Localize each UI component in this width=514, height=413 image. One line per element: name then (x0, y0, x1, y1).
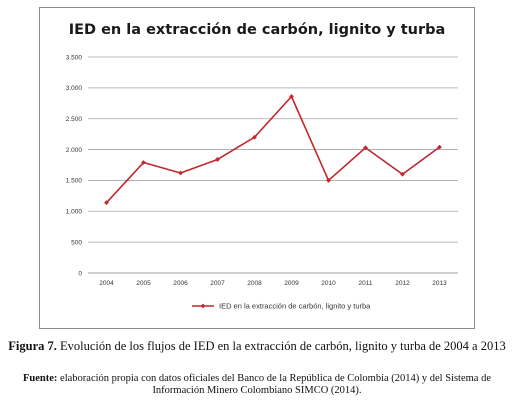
data-point (252, 134, 257, 140)
data-point (104, 200, 109, 206)
x-tick-label: 2004 (99, 280, 114, 287)
x-tick-label: 2007 (210, 280, 225, 287)
series (104, 94, 442, 206)
y-tick-label: 2.500 (66, 116, 83, 123)
x-tick-label: 2011 (359, 280, 373, 287)
x-tick-label: 2010 (321, 280, 336, 287)
x-tick-label: 2013 (432, 280, 447, 287)
data-point (326, 178, 331, 183)
data-point (363, 145, 368, 151)
legend-label: IED en la extracción de carbón, lignito … (219, 302, 371, 311)
legend: IED en la extracción de carbón, lignito … (192, 302, 371, 311)
x-tick-label: 2009 (284, 280, 299, 287)
data-point (437, 144, 442, 150)
data-point (400, 171, 405, 177)
figure-caption: Figura 7. Evolución de los flujos de IED… (0, 339, 514, 353)
x-tick-label: 2005 (136, 280, 151, 287)
source-label: Fuente: (23, 373, 58, 384)
data-point (178, 170, 183, 176)
y-tick-label: 1.500 (66, 178, 83, 185)
y-tick-label: 3.000 (66, 85, 83, 92)
source-caption: Fuente: elaboración propia con datos ofi… (0, 373, 514, 397)
series-line (105, 95, 440, 204)
chart-title: IED en la extracción de carbón, lignito … (68, 22, 446, 38)
data-point (215, 157, 220, 162)
tick-labels: 0 500 1.000 1.500 2.000 2.500 3.000 3.500 2004 20… (66, 54, 447, 287)
y-tick-label: 1.000 (66, 209, 83, 216)
data-point (141, 160, 146, 165)
legend-marker (200, 303, 206, 309)
gridlines (88, 56, 458, 243)
x-tick-label: 2006 (173, 280, 188, 287)
line-chart: 0 500 1.000 1.500 2.000 2.500 3.000 3.500 2004 20… (66, 54, 458, 311)
source-text: elaboración propia con datos oficiales d… (57, 373, 491, 396)
x-tick-label: 2012 (395, 280, 410, 287)
y-tick-label: 500 (71, 239, 82, 246)
chart-frame: IED en la extracción de carbón, lignito … (39, 7, 475, 329)
figure-label: Figura 7. (8, 339, 57, 353)
y-tick-label: 0 (78, 270, 82, 277)
y-tick-label: 3.500 (66, 54, 83, 61)
y-tick-label: 2.000 (66, 147, 83, 154)
x-tick-label: 2008 (247, 280, 262, 287)
figure-text: Evolución de los flujos de IED en la ext… (56, 339, 506, 353)
